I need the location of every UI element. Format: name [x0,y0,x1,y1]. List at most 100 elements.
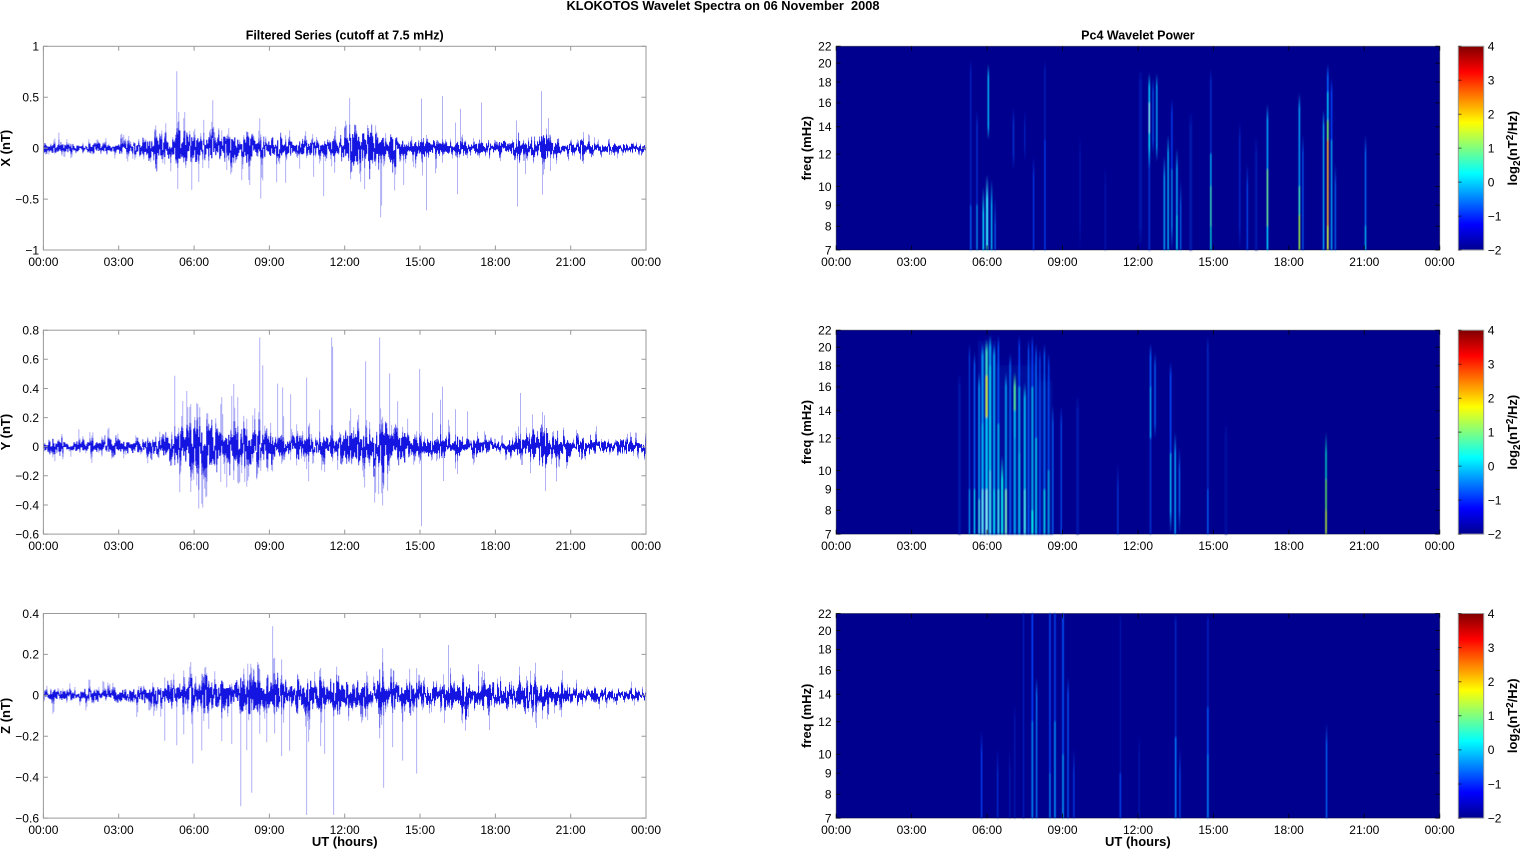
svg-text:15:00: 15:00 [1198,539,1228,553]
svg-text:15:00: 15:00 [1198,255,1228,269]
svg-text:00:00: 00:00 [821,823,851,837]
svg-text:0: 0 [32,440,39,454]
svg-text:00:00: 00:00 [631,255,661,269]
svg-text:2: 2 [1488,108,1495,122]
svg-text:00:00: 00:00 [821,255,851,269]
svg-text:21:00: 21:00 [556,255,586,269]
svg-text:14: 14 [818,120,832,134]
svg-text:06:00: 06:00 [972,255,1002,269]
svg-text:00:00: 00:00 [821,539,851,553]
svg-text:20: 20 [818,341,832,355]
svg-text:−1: −1 [1488,777,1502,791]
svg-text:03:00: 03:00 [104,823,134,837]
svg-text:09:00: 09:00 [254,255,284,269]
svg-text:00:00: 00:00 [28,539,58,553]
svg-text:09:00: 09:00 [1047,539,1077,553]
svg-text:2: 2 [1488,675,1495,689]
svg-text:−1: −1 [1488,493,1502,507]
svg-text:freq (mHz): freq (mHz) [799,116,814,180]
svg-text:3: 3 [1488,74,1495,88]
svg-text:10: 10 [818,464,832,478]
svg-text:06:00: 06:00 [179,255,209,269]
svg-text:00:00: 00:00 [1425,255,1455,269]
svg-text:7: 7 [825,527,832,541]
svg-text:0.5: 0.5 [22,91,39,105]
svg-text:14: 14 [818,404,832,418]
svg-text:03:00: 03:00 [897,823,927,837]
svg-text:1: 1 [1488,709,1495,723]
svg-text:15:00: 15:00 [1198,823,1228,837]
svg-text:1: 1 [1488,425,1495,439]
svg-text:9: 9 [825,199,832,213]
svg-text:12:00: 12:00 [330,823,360,837]
svg-text:log2(nT2/Hz): log2(nT2/Hz) [1505,678,1523,753]
svg-text:21:00: 21:00 [1349,539,1379,553]
svg-text:12: 12 [818,147,832,161]
svg-text:freq (mHz): freq (mHz) [799,684,814,748]
svg-text:00:00: 00:00 [631,539,661,553]
svg-text:09:00: 09:00 [1047,255,1077,269]
svg-text:0: 0 [1488,175,1495,189]
svg-text:15:00: 15:00 [405,539,435,553]
svg-text:0: 0 [1488,743,1495,757]
svg-text:00:00: 00:00 [631,823,661,837]
svg-text:12:00: 12:00 [330,539,360,553]
svg-text:10: 10 [818,748,832,762]
svg-text:18:00: 18:00 [1274,823,1304,837]
svg-text:0.4: 0.4 [22,382,39,396]
svg-text:16: 16 [818,96,832,110]
svg-text:20: 20 [818,57,832,71]
svg-text:−0.2: −0.2 [15,730,39,744]
svg-text:00:00: 00:00 [28,823,58,837]
svg-text:1: 1 [32,40,39,54]
svg-text:16: 16 [818,380,832,394]
svg-text:09:00: 09:00 [254,539,284,553]
svg-text:0.2: 0.2 [22,411,39,425]
svg-text:8: 8 [825,504,832,518]
svg-text:18:00: 18:00 [480,823,510,837]
svg-text:Y (nT): Y (nT) [0,414,13,451]
svg-text:21:00: 21:00 [556,823,586,837]
svg-text:4: 4 [1488,607,1495,621]
svg-text:06:00: 06:00 [179,823,209,837]
svg-text:Filtered Series (cutoff at 7.5: Filtered Series (cutoff at 7.5 mHz) [246,29,444,43]
svg-text:00:00: 00:00 [1425,539,1455,553]
svg-text:9: 9 [825,767,832,781]
svg-text:0.4: 0.4 [22,607,39,621]
svg-text:7: 7 [825,811,832,825]
svg-text:12:00: 12:00 [1123,255,1153,269]
svg-text:20: 20 [818,624,832,638]
svg-text:12:00: 12:00 [1123,823,1153,837]
svg-text:−0.2: −0.2 [15,469,39,483]
svg-text:−0.6: −0.6 [15,811,39,825]
svg-text:−1: −1 [1488,209,1502,223]
svg-text:18:00: 18:00 [1274,255,1304,269]
svg-text:21:00: 21:00 [556,539,586,553]
svg-text:7: 7 [825,243,832,257]
svg-text:09:00: 09:00 [1047,823,1077,837]
svg-text:−0.4: −0.4 [15,771,39,785]
svg-text:00:00: 00:00 [28,255,58,269]
svg-text:KLOKOTOS Wavelet Spectra on 06: KLOKOTOS Wavelet Spectra on 06 November … [567,0,880,13]
svg-text:22: 22 [818,607,832,621]
svg-text:log2(nT2/Hz): log2(nT2/Hz) [1505,395,1523,470]
svg-text:0.2: 0.2 [22,648,39,662]
svg-text:1: 1 [1488,141,1495,155]
svg-text:15:00: 15:00 [405,823,435,837]
svg-text:18:00: 18:00 [1274,539,1304,553]
svg-text:X (nT): X (nT) [0,130,13,167]
svg-text:freq (mHz): freq (mHz) [799,400,814,464]
svg-text:0: 0 [32,141,39,155]
svg-text:03:00: 03:00 [104,539,134,553]
svg-text:06:00: 06:00 [972,539,1002,553]
svg-text:−1: −1 [25,243,39,257]
svg-text:21:00: 21:00 [1349,823,1379,837]
svg-text:0.8: 0.8 [22,324,39,338]
svg-text:−0.5: −0.5 [15,192,39,206]
svg-text:21:00: 21:00 [1349,255,1379,269]
svg-text:0: 0 [32,689,39,703]
svg-text:−2: −2 [1488,811,1502,825]
svg-text:12: 12 [818,431,832,445]
svg-text:00:00: 00:00 [1425,823,1455,837]
svg-text:10: 10 [818,180,832,194]
